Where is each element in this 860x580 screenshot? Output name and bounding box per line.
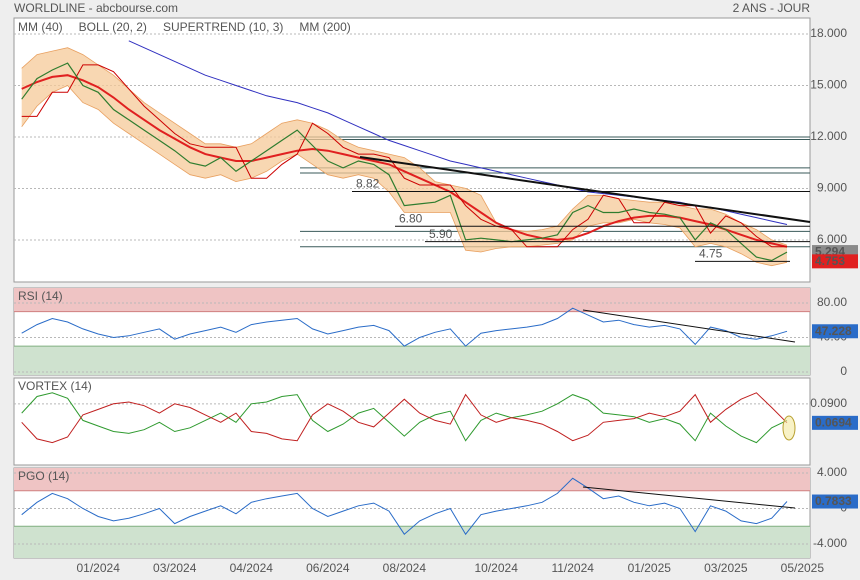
- x-tick-label: 01/2025: [628, 561, 672, 575]
- last-value-badge: [812, 415, 858, 430]
- annotation-label: 6.80: [399, 211, 423, 225]
- panel-title: PGO (14): [18, 469, 69, 483]
- y-tick-label: 4.000: [817, 465, 847, 479]
- annotation-label: 4.75: [699, 247, 723, 261]
- x-tick-label: 05/2025: [781, 561, 825, 575]
- x-tick-label: 03/2024: [153, 561, 197, 575]
- panel: [13, 377, 811, 466]
- period-label: 2 ANS - JOUR: [733, 1, 811, 15]
- x-tick-label: 10/2024: [474, 561, 518, 575]
- series-line: [21, 477, 788, 536]
- series-line: [21, 74, 788, 248]
- legend-entry: SUPERTREND (10, 3): [163, 20, 283, 34]
- y-tick-label: 6.000: [817, 232, 847, 246]
- trend-line: [359, 156, 811, 223]
- plot-layer: 6.000 9.000 12.000 15.000 18.000 8.82 6.80 5.90…: [13, 17, 858, 575]
- y-tick-label: 18.000: [810, 26, 847, 40]
- bollinger-upper: [21, 47, 788, 246]
- source-label: WORLDLINE - abcbourse.com: [14, 1, 178, 15]
- y-tick-label: 12.000: [810, 129, 847, 143]
- series-line: [21, 64, 787, 248]
- last-value-label: 0.7833: [815, 494, 852, 508]
- legend-entry: BOLL (20, 2): [79, 20, 147, 34]
- panel-title: VORTEX (14): [18, 379, 92, 393]
- annotation-label: 5.90: [429, 227, 453, 241]
- x-tick-label: 04/2024: [230, 561, 274, 575]
- y-tick-label: 15.000: [810, 78, 847, 92]
- x-tick-label: 01/2024: [76, 561, 120, 575]
- trend-line: [582, 486, 796, 509]
- oversold-band: [14, 346, 810, 375]
- last-value-badge: [812, 494, 858, 509]
- overbought-band: [14, 288, 810, 312]
- y-tick-label: 9.000: [817, 181, 847, 195]
- price-line: [21, 62, 788, 262]
- highlight: [782, 415, 796, 441]
- legend-entry: MM (40): [18, 20, 63, 34]
- last-value-badge: [812, 254, 858, 269]
- series-line: [21, 392, 788, 444]
- x-tick-label: 11/2024: [551, 561, 594, 575]
- bollinger-lower: [21, 85, 788, 267]
- y-tick-label: 0: [840, 364, 847, 378]
- annotation-label: 8.82: [356, 177, 380, 191]
- oversold-band: [14, 526, 810, 558]
- y-tick-label: 0.0900: [810, 396, 847, 410]
- legend-entry: MM (200): [299, 20, 350, 34]
- trend-line: [582, 309, 796, 343]
- x-tick-label: 03/2025: [704, 561, 748, 575]
- last-value-badge: [812, 324, 858, 339]
- last-value-label: 4.753: [815, 254, 845, 268]
- panel-title: RSI (14): [18, 289, 63, 303]
- overbought-band: [14, 468, 810, 491]
- series-line: [21, 392, 788, 444]
- x-tick-label: 06/2024: [306, 561, 350, 575]
- panel: [13, 17, 811, 283]
- series-line: [21, 307, 788, 347]
- last-value-label: 0.0694: [815, 416, 852, 430]
- x-tick-label: 08/2024: [383, 561, 427, 575]
- y-tick-label: -4.000: [813, 536, 847, 550]
- y-tick-label: 80.00: [817, 295, 847, 309]
- bollinger-fill: [21, 47, 787, 266]
- last-value-label: 47.228: [815, 324, 852, 338]
